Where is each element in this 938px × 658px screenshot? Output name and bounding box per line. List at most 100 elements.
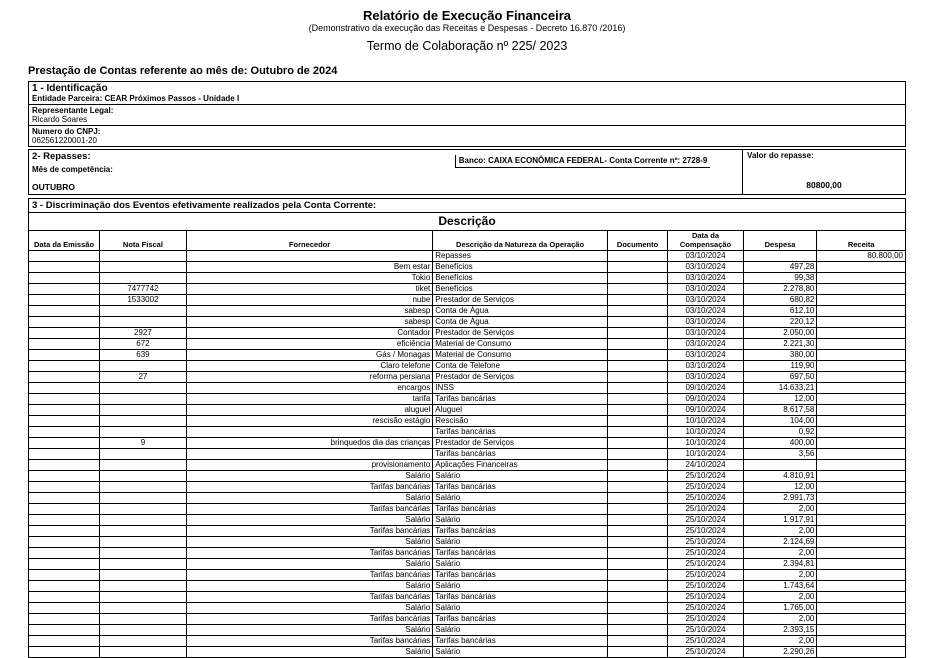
col-header-fornecedor: Fornecedor xyxy=(185,230,434,251)
events-table-header: Data da Emissão Nota Fiscal Fornecedor D… xyxy=(27,230,906,251)
cell-descricao-operacao: Tarifas bancárias xyxy=(432,569,608,581)
competence-month-value: OUTUBRO xyxy=(32,182,75,192)
cell-data-compensacao: 25/10/2024 xyxy=(667,602,744,614)
cell-descricao-operacao: Rescisão xyxy=(432,415,608,427)
table-row: Tarifas bancárias Tarifas bancárias 25/10/… xyxy=(27,569,906,581)
cell-fornecedor: Tarifas bancárias xyxy=(185,503,434,515)
cell-data-emissao xyxy=(27,349,101,361)
cell-documento xyxy=(606,613,669,625)
cell-nota-fiscal xyxy=(99,470,187,482)
cell-despesa: 104,00 xyxy=(742,415,818,427)
cell-fornecedor: eficiência xyxy=(185,338,434,350)
cell-descricao-operacao: Prestador de Serviços xyxy=(432,437,608,449)
cell-despesa: 0,92 xyxy=(742,426,818,438)
cell-documento xyxy=(606,316,669,328)
cell-despesa: 2,00 xyxy=(742,591,818,603)
cell-documento xyxy=(606,261,669,273)
cell-data-emissao xyxy=(27,415,101,427)
cell-data-emissao xyxy=(27,613,101,625)
cell-descricao-operacao: Material de Consumo xyxy=(432,338,608,350)
cell-nota-fiscal xyxy=(99,646,187,658)
cell-data-compensacao: 10/10/2024 xyxy=(667,426,744,438)
cnpj-row: Numero do CNPJ: 062561220001-20 xyxy=(29,125,905,146)
cell-nota-fiscal xyxy=(99,635,187,647)
table-row: Salário Salário 25/10/2024 1.765,00 xyxy=(27,602,906,614)
cell-descricao-operacao: Tarifas bancárias xyxy=(432,426,608,438)
cell-documento xyxy=(606,283,669,295)
cell-data-compensacao: 03/10/2024 xyxy=(667,283,744,295)
cell-documento xyxy=(606,338,669,350)
cell-despesa: 2,00 xyxy=(742,569,818,581)
cell-data-emissao xyxy=(27,580,101,592)
identification-header-row: 1 - Identificação Entidade Parceira: CEA… xyxy=(29,82,905,104)
table-row: 1533002 nube Prestador de Serviços 03/10/20… xyxy=(27,294,906,306)
cell-nota-fiscal: 7477742 xyxy=(99,283,187,295)
table-row: Tarifas bancárias Tarifas bancárias 25/10/… xyxy=(27,503,906,515)
cell-descricao-operacao: Salário xyxy=(432,624,608,636)
cell-nota-fiscal xyxy=(99,415,187,427)
cell-data-compensacao: 25/10/2024 xyxy=(667,503,744,515)
cell-fornecedor: Salário xyxy=(185,646,434,658)
cell-descricao-operacao: Material de Consumo xyxy=(432,349,608,361)
cell-nota-fiscal xyxy=(99,426,187,438)
cell-fornecedor: Salário xyxy=(185,470,434,482)
header-row: Data da Emissão Nota Fiscal Fornecedor D… xyxy=(27,230,906,251)
cell-fornecedor: tarifa xyxy=(185,393,434,405)
cell-fornecedor: Contador xyxy=(185,327,434,339)
cell-despesa xyxy=(742,459,818,471)
cell-despesa: 4.810,91 xyxy=(742,470,818,482)
cell-documento xyxy=(606,327,669,339)
cell-nota-fiscal xyxy=(99,459,187,471)
transfers-section: 2- Repasses: Mês de competência: OUTUBRO… xyxy=(28,149,906,195)
events-table: Data da Emissão Nota Fiscal Fornecedor D… xyxy=(27,230,906,658)
cell-documento xyxy=(606,371,669,383)
cell-documento xyxy=(606,525,669,537)
cell-documento xyxy=(606,305,669,317)
cell-data-emissao xyxy=(27,591,101,603)
cell-fornecedor: Salário xyxy=(185,624,434,636)
cell-data-compensacao: 09/10/2024 xyxy=(667,404,744,416)
cell-data-compensacao: 24/10/2024 xyxy=(667,459,744,471)
cell-fornecedor: Tarifas bancárias xyxy=(185,635,434,647)
transfers-left-column: 2- Repasses: Mês de competência: OUTUBRO xyxy=(29,150,455,194)
cell-despesa: 1.917,91 xyxy=(742,514,818,526)
cell-fornecedor: Tarifas bancárias xyxy=(185,569,434,581)
cell-documento xyxy=(606,591,669,603)
cell-data-emissao xyxy=(27,393,101,405)
cell-descricao-operacao: Salário xyxy=(432,536,608,548)
cell-data-compensacao: 25/10/2024 xyxy=(667,525,744,537)
cnpj-label: Numero do CNPJ: xyxy=(32,127,101,136)
cell-despesa: 2,00 xyxy=(742,635,818,647)
cell-nota-fiscal: 27 xyxy=(99,371,187,383)
cell-data-compensacao: 03/10/2024 xyxy=(667,371,744,383)
cell-descricao-operacao: Tarifas bancárias xyxy=(432,448,608,460)
cell-nota-fiscal xyxy=(99,250,187,262)
cell-despesa: 2,00 xyxy=(742,503,818,515)
transfer-value: 80800,00 xyxy=(806,180,842,190)
cell-descricao-operacao: Salário xyxy=(432,470,608,482)
cell-data-emissao xyxy=(27,371,101,383)
cell-despesa: 2.278,80 xyxy=(742,283,818,295)
cell-fornecedor: brinquedos dia das crianças xyxy=(185,437,434,449)
cell-fornecedor xyxy=(185,250,434,262)
cell-receita: 80.800,00 xyxy=(816,250,906,262)
entity-line: Entidade Parceira: CEAR Próximos Passos … xyxy=(32,94,240,103)
cell-fornecedor: reforma persiana xyxy=(185,371,434,383)
cell-data-emissao xyxy=(27,305,101,317)
cell-data-compensacao: 03/10/2024 xyxy=(667,250,744,262)
cell-descricao-operacao: Benefícios xyxy=(432,283,608,295)
table-row: sabesp Conta de Água 03/10/2024 612,10 xyxy=(27,305,906,317)
transfers-value-column: Valor do repasse: 80800,00 xyxy=(742,150,905,194)
transfers-bank-column: Banco: CAIXA ECONÔMICA FEDERAL- Conta Co… xyxy=(454,150,742,194)
cell-fornecedor: encargos xyxy=(185,382,434,394)
cell-fornecedor xyxy=(185,448,434,460)
table-row: 639 Gás / Monagas Material de Consumo 03/10… xyxy=(27,349,906,361)
cell-nota-fiscal xyxy=(99,503,187,515)
cell-receita xyxy=(816,569,906,581)
cell-nota-fiscal xyxy=(99,613,187,625)
cell-despesa: 3,56 xyxy=(742,448,818,460)
cell-documento xyxy=(606,426,669,438)
cell-data-emissao xyxy=(27,558,101,570)
cell-descricao-operacao: Conta de Telefone xyxy=(432,360,608,372)
cell-nota-fiscal xyxy=(99,382,187,394)
